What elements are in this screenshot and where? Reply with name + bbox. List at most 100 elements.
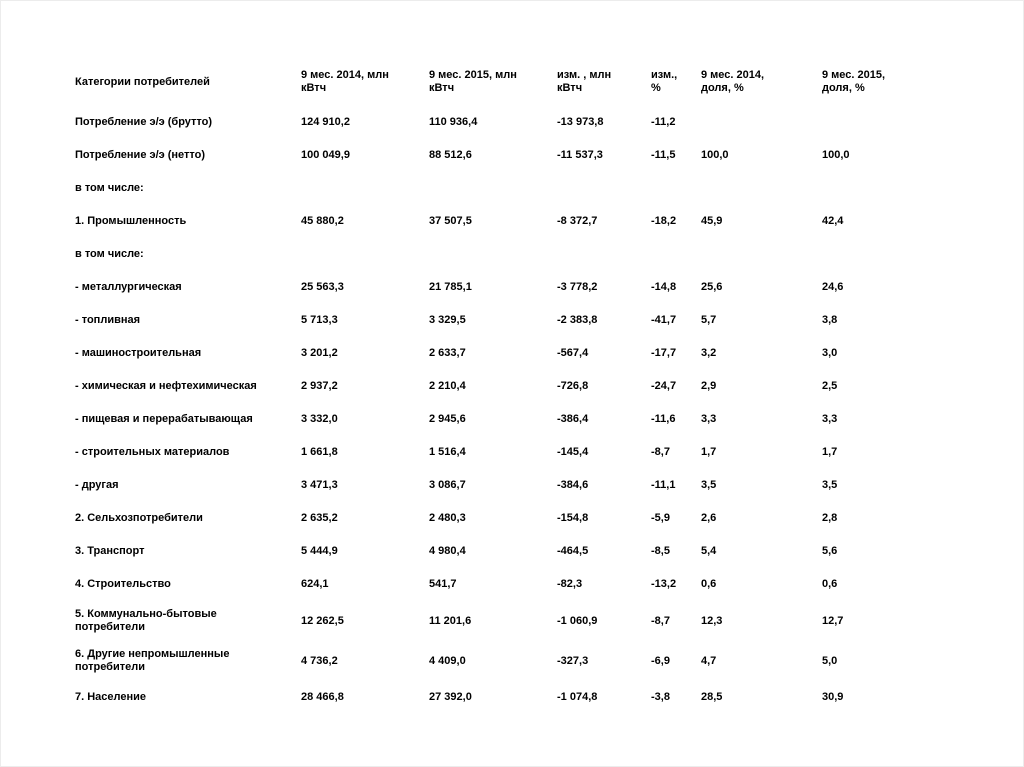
cell-value: 124 910,2 — [301, 116, 350, 128]
cell-value: -18,2 — [651, 215, 677, 227]
cell-value: 5,4 — [701, 545, 717, 557]
table-row: 2. Сельхозпотребители 2 635,2 2 480,3 -154,… — [75, 502, 944, 535]
cell-value: -24,7 — [651, 380, 677, 392]
cell-value: 2,5 — [822, 380, 838, 392]
table-body: Потребление э/э (брутто) 124 910,2 110 936… — [75, 106, 944, 714]
cell-value: 3 329,5 — [429, 314, 466, 326]
cell-value: 2 937,2 — [301, 380, 338, 392]
table-row: в том числе: — [75, 238, 944, 271]
table-row: - химическая и нефтехимическая 2 937,2 2 2… — [75, 370, 944, 403]
row-category: - металлургическая — [75, 281, 182, 293]
cell-value — [301, 238, 429, 271]
cell-value: 3,3 — [701, 413, 717, 425]
row-category: 7. Население — [75, 691, 147, 703]
cell-value: 2 633,7 — [429, 347, 466, 359]
cell-value: 2,6 — [701, 512, 717, 524]
cell-value: 45 880,2 — [301, 215, 344, 227]
cell-value: -145,4 — [557, 446, 589, 458]
cell-value: 21 785,1 — [429, 281, 472, 293]
cell-value — [701, 238, 822, 271]
cell-value: -8,7 — [651, 614, 670, 627]
cell-value: -726,8 — [557, 380, 589, 392]
cell-value: 25 563,3 — [301, 281, 344, 293]
cell-value: -13,2 — [651, 578, 677, 590]
cell-value: -3 778,2 — [557, 281, 598, 293]
cell-value: -11 537,3 — [557, 149, 603, 161]
cell-value: 5,7 — [701, 314, 717, 326]
column-header: изм., % — [651, 69, 678, 94]
cell-value: -14,8 — [651, 281, 677, 293]
table-row: 4. Строительство 624,1 541,7 -82,3 -13,2 0,6 0… — [75, 568, 944, 601]
table-row: - другая 3 471,3 3 086,7 -384,6 -11,1 3,5 3,5 — [75, 469, 944, 502]
cell-value: -82,3 — [557, 578, 583, 590]
consumption-table-container: Категории потребителей 9 мес. 2014, млн к… — [75, 58, 955, 714]
cell-value: 110 936,4 — [429, 116, 478, 128]
consumption-table: Категории потребителей 9 мес. 2014, млн к… — [75, 58, 944, 714]
cell-value: 12 262,5 — [301, 614, 344, 627]
cell-value — [822, 106, 944, 139]
table-row: в том числе: — [75, 172, 944, 205]
cell-value: 12,7 — [822, 614, 844, 627]
cell-value: 42,4 — [822, 215, 844, 227]
cell-value: 1 516,4 — [429, 446, 466, 458]
table-row: 6. Другие непромышленные потребители 4 73… — [75, 641, 944, 681]
cell-value: -8,7 — [651, 446, 670, 458]
cell-value: 3,3 — [822, 413, 838, 425]
row-category: 2. Сельхозпотребители — [75, 512, 203, 524]
cell-value: 2 210,4 — [429, 380, 466, 392]
cell-value: 5 444,9 — [301, 545, 338, 557]
cell-value: 45,9 — [701, 215, 723, 227]
cell-value: 0,6 — [701, 578, 717, 590]
column-header: 9 мес. 2015, доля, % — [822, 69, 886, 94]
row-category: - другая — [75, 479, 119, 491]
cell-value: -11,6 — [651, 413, 676, 425]
cell-value: -8,5 — [651, 545, 670, 557]
cell-value — [701, 106, 822, 139]
table-row: 1. Промышленность 45 880,2 37 507,5 -8 372,… — [75, 205, 944, 238]
cell-value: 5 713,3 — [301, 314, 338, 326]
row-category: - химическая и нефтехимическая — [75, 380, 257, 392]
cell-value: 4 980,4 — [429, 545, 466, 557]
table-header-row: Категории потребителей 9 мес. 2014, млн к… — [75, 58, 944, 106]
cell-value: 4 736,2 — [301, 654, 338, 667]
cell-value: 100,0 — [822, 149, 850, 161]
cell-value: -567,4 — [557, 347, 589, 359]
cell-value: 30,9 — [822, 691, 844, 703]
cell-value — [429, 172, 557, 205]
cell-value: 28,5 — [701, 691, 723, 703]
column-header: изм. , млн кВтч — [557, 69, 612, 94]
cell-value: -154,8 — [557, 512, 589, 524]
cell-value: 37 507,5 — [429, 215, 472, 227]
cell-value: 11 201,6 — [429, 614, 472, 627]
cell-value: -41,7 — [651, 314, 677, 326]
row-category: Потребление э/э (нетто) — [75, 149, 206, 161]
cell-value: -464,5 — [557, 545, 589, 557]
row-category: - пищевая и перерабатывающая — [75, 413, 253, 425]
cell-value — [557, 238, 651, 271]
cell-value: 4 409,0 — [429, 654, 466, 667]
cell-value: 3,5 — [701, 479, 717, 491]
cell-value — [701, 172, 822, 205]
table-row: - пищевая и перерабатывающая 3 332,0 2 945… — [75, 403, 944, 436]
cell-value: 100 049,9 — [301, 149, 350, 161]
row-category: 4. Строительство — [75, 578, 171, 590]
row-category: Потребление э/э (брутто) — [75, 116, 213, 128]
table-row: - топливная 5 713,3 3 329,5 -2 383,8 -41,7 5,… — [75, 304, 944, 337]
cell-value: 2 945,6 — [429, 413, 466, 425]
row-category: в том числе: — [75, 248, 144, 260]
cell-value: -11,5 — [651, 149, 676, 161]
cell-value — [651, 172, 701, 205]
cell-value: -11,1 — [651, 479, 676, 491]
column-header: Категории потребителей — [75, 75, 210, 88]
cell-value: 3,2 — [701, 347, 717, 359]
cell-value: 5,6 — [822, 545, 838, 557]
cell-value: -1 060,9 — [557, 614, 598, 627]
row-category: - строительных материалов — [75, 446, 230, 458]
cell-value: 28 466,8 — [301, 691, 344, 703]
cell-value: 624,1 — [301, 578, 329, 590]
cell-value: 4,7 — [701, 654, 717, 667]
cell-value: -3,8 — [651, 691, 670, 703]
cell-value: 2,9 — [701, 380, 717, 392]
cell-value: -11,2 — [651, 116, 676, 128]
cell-value — [557, 172, 651, 205]
